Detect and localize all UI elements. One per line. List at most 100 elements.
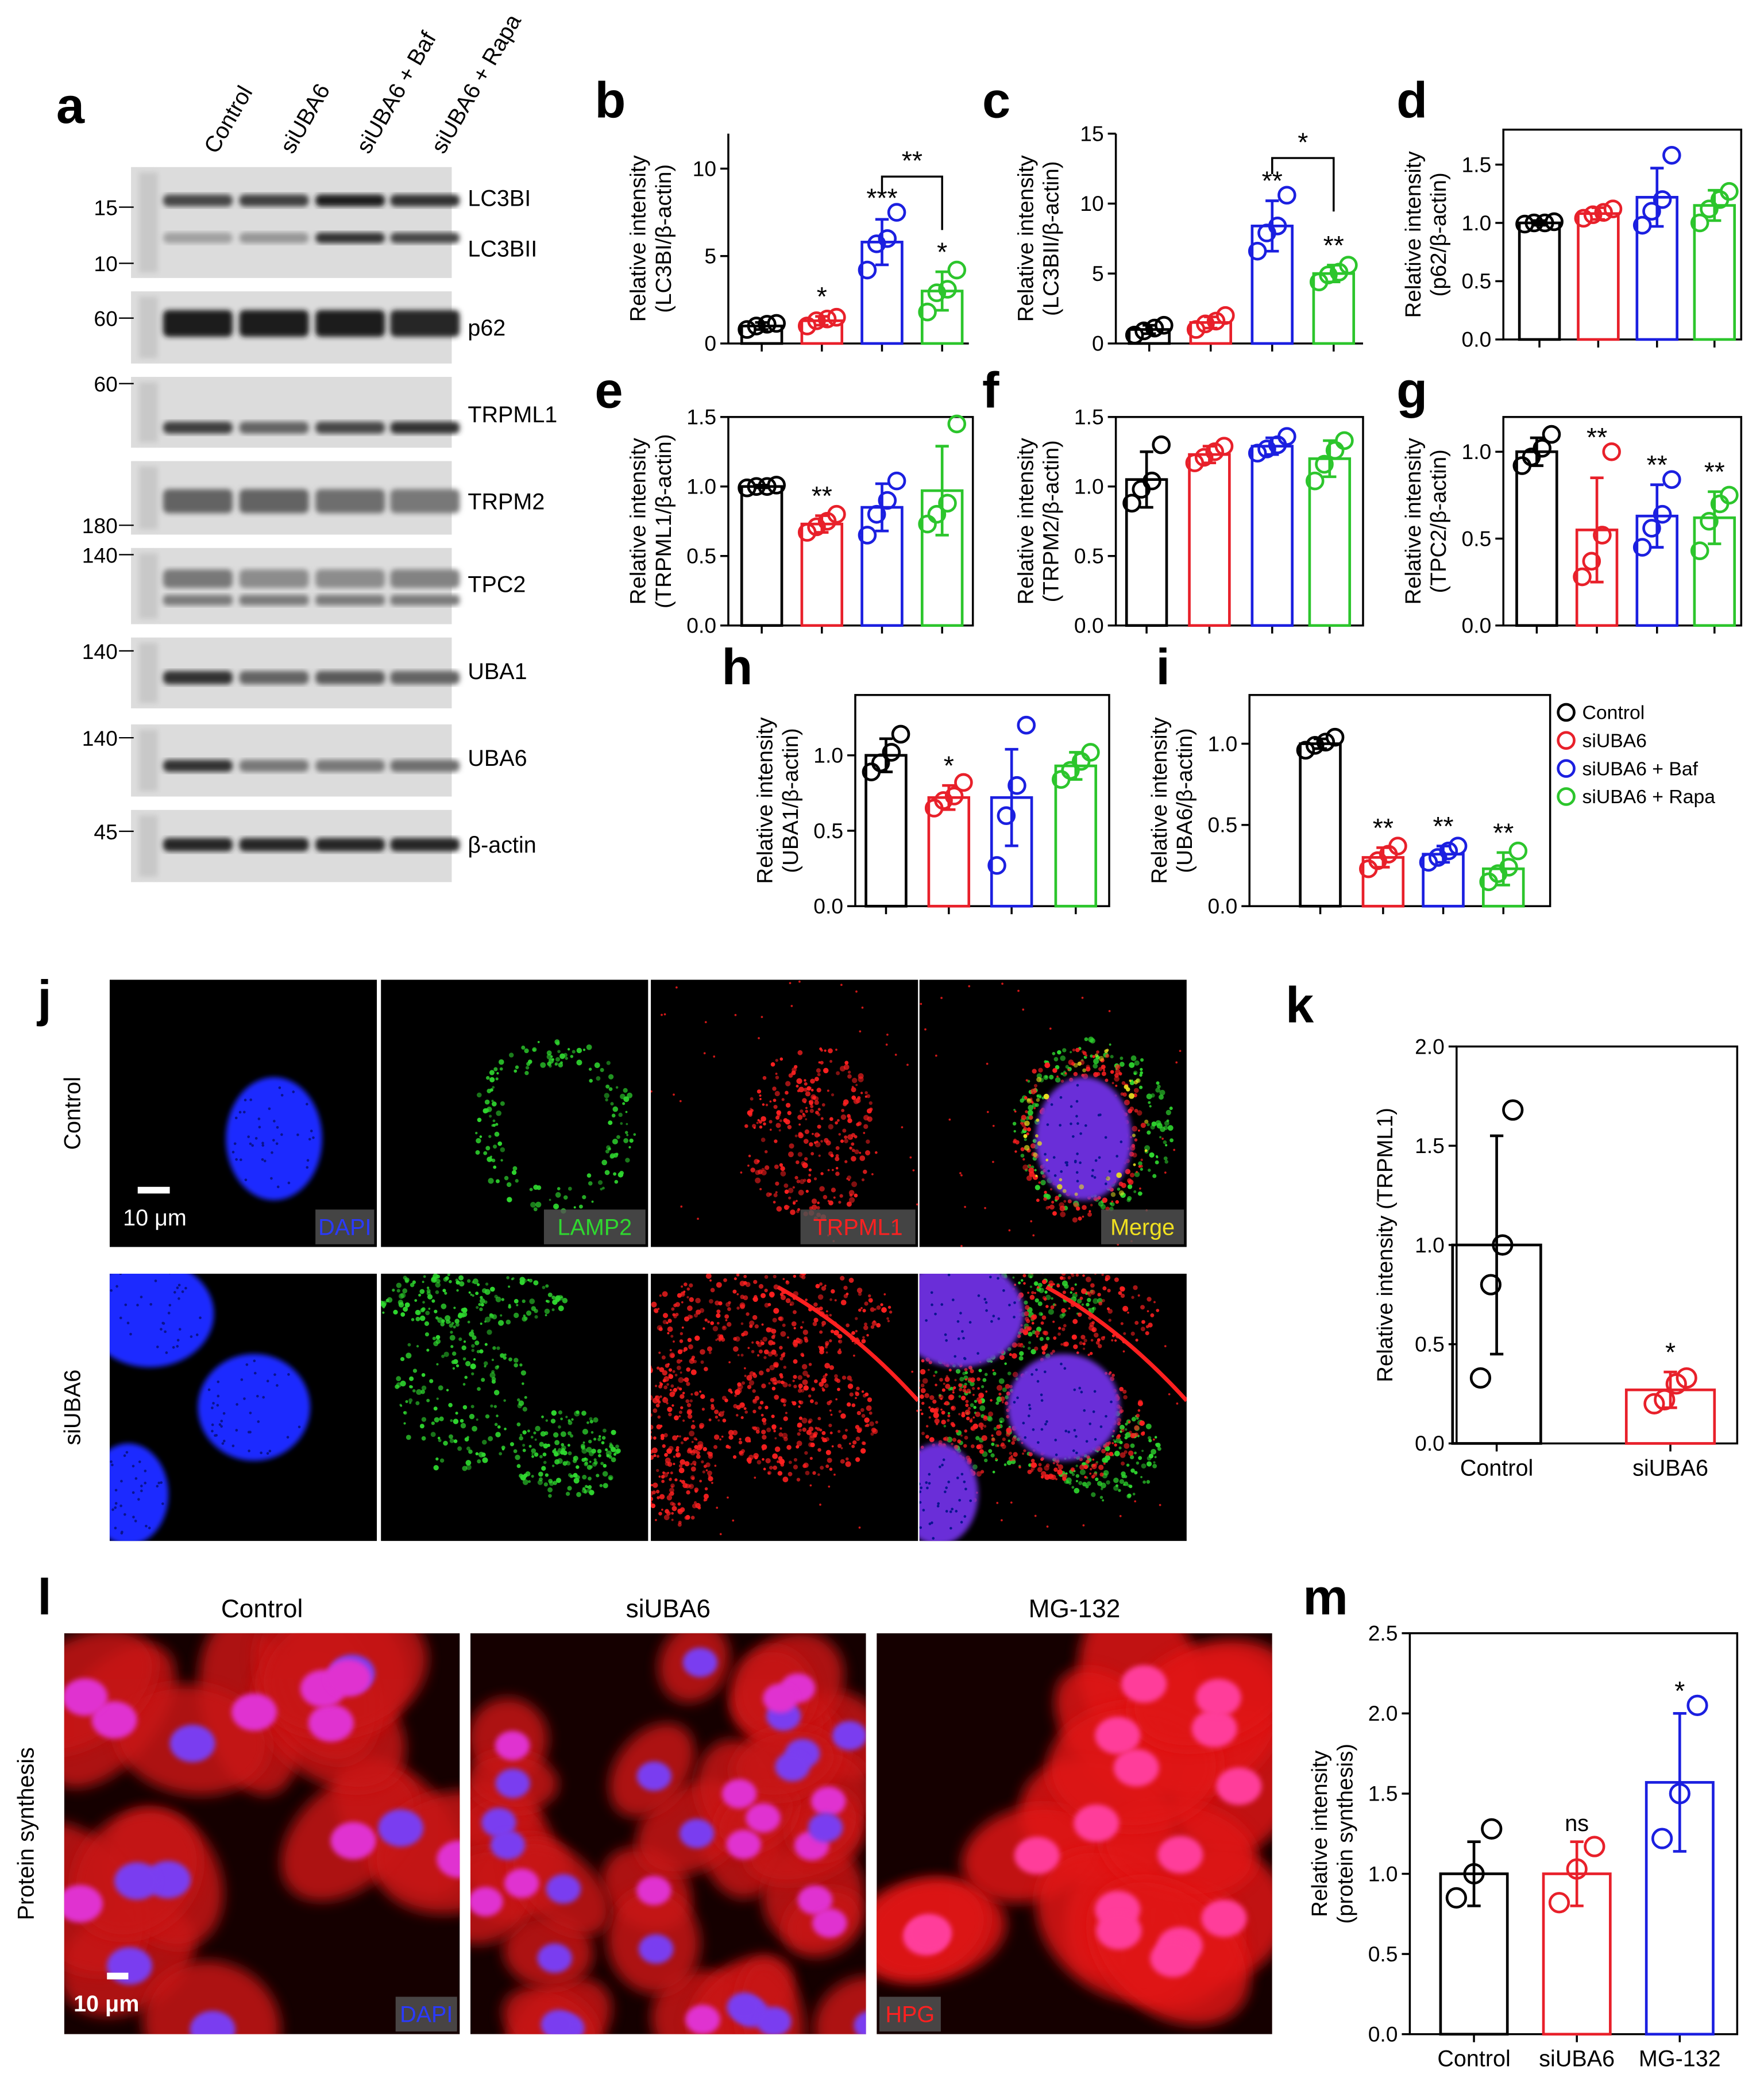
speckle <box>805 1189 809 1193</box>
speckle <box>555 1057 560 1062</box>
speckle <box>754 1396 760 1401</box>
bar <box>1299 742 1342 908</box>
chromatin <box>1053 1174 1057 1177</box>
speckle <box>1030 1220 1033 1223</box>
chromatin <box>990 1320 993 1323</box>
speckle <box>797 1339 800 1341</box>
speckle <box>1001 982 1003 985</box>
chromatin <box>1052 1156 1056 1159</box>
speckle <box>507 1197 512 1202</box>
speckle <box>717 1419 720 1422</box>
x-tick-label: siUBA6 <box>1632 1455 1708 1481</box>
speckle <box>516 1464 521 1468</box>
speckle <box>864 1392 869 1397</box>
speckle <box>1079 1184 1084 1190</box>
speckle <box>841 1109 845 1112</box>
speckle <box>681 1285 684 1288</box>
speckle <box>462 1466 468 1471</box>
speckle <box>659 1494 665 1499</box>
speckle <box>983 1425 987 1428</box>
speckle <box>543 1460 547 1464</box>
speckle <box>1056 1075 1059 1078</box>
chromatin <box>251 1144 254 1147</box>
speckle <box>1001 1442 1005 1447</box>
speckle <box>694 1335 700 1341</box>
speckle <box>1138 1456 1142 1460</box>
y-tick-label: 2.0 <box>1415 1034 1445 1058</box>
speckle <box>1140 1123 1146 1128</box>
speckle <box>1067 1199 1072 1204</box>
speckle <box>961 1412 965 1415</box>
speckle <box>744 1410 748 1414</box>
speckle <box>405 1400 408 1404</box>
speckle <box>1024 1138 1027 1142</box>
speckle <box>1023 1282 1026 1285</box>
speckle <box>1026 1127 1032 1132</box>
speckle <box>800 1352 804 1356</box>
speckle <box>996 1385 1003 1391</box>
speckle <box>758 1037 760 1039</box>
chromatin <box>1094 1159 1098 1162</box>
speckle <box>966 1416 970 1421</box>
speckle <box>886 1317 889 1320</box>
speckle <box>583 1048 586 1051</box>
speckle <box>727 1307 731 1312</box>
speckle <box>1128 1093 1134 1099</box>
speckle <box>376 1308 381 1314</box>
speckle <box>1115 1084 1118 1087</box>
data-point <box>1603 199 1623 218</box>
data-point <box>858 526 877 545</box>
speckle <box>814 1100 819 1105</box>
speckle <box>651 1503 656 1509</box>
nucleus <box>64 1885 103 1923</box>
nucleus <box>495 1768 530 1798</box>
speckle <box>1101 1071 1106 1076</box>
speckle <box>847 1070 851 1074</box>
mw-marker: 180 <box>82 514 118 538</box>
speckle <box>1098 1301 1103 1306</box>
band <box>239 232 309 244</box>
speckle <box>693 1359 697 1364</box>
chromatin <box>134 1520 137 1522</box>
speckle <box>754 1455 758 1460</box>
data-point <box>1125 325 1144 345</box>
speckle <box>723 1326 725 1329</box>
speckle <box>708 1454 713 1459</box>
speckle <box>670 1384 674 1388</box>
band <box>315 670 385 685</box>
data-point <box>1566 1858 1588 1880</box>
plot-frame <box>727 416 974 627</box>
speckle <box>483 1361 488 1366</box>
band-label: TPC2 <box>468 572 526 598</box>
speckle <box>468 1450 473 1454</box>
speckle <box>809 1456 813 1460</box>
data-point <box>867 504 886 524</box>
speckle <box>686 1490 690 1495</box>
speckle <box>783 1404 786 1407</box>
speckle <box>783 1416 788 1421</box>
speckle <box>800 1273 805 1275</box>
y-axis-label: Relative intensity <box>1013 437 1038 604</box>
speckle <box>749 1324 753 1328</box>
chromatin <box>944 1333 947 1336</box>
speckle <box>1082 1274 1085 1277</box>
speckle <box>1062 1280 1068 1286</box>
data-point <box>1481 1818 1503 1840</box>
speckle <box>1121 1182 1126 1188</box>
y-tick-label: 0 <box>704 331 716 356</box>
speckle <box>702 1470 705 1474</box>
chromatin <box>977 1294 981 1297</box>
lane-label: siUBA6 + Rapa <box>426 10 526 157</box>
speckle <box>551 1464 555 1467</box>
speckle <box>528 1444 532 1448</box>
speckle <box>835 1048 837 1051</box>
speckle <box>740 1304 745 1309</box>
significance: ** <box>812 481 832 511</box>
legend-marker <box>1557 703 1576 722</box>
chromatin <box>1028 1407 1032 1410</box>
data-point <box>1669 1783 1690 1805</box>
chromatin <box>958 1498 961 1502</box>
speckle <box>819 1186 825 1192</box>
speckle <box>774 1437 777 1440</box>
chromatin <box>296 1133 299 1136</box>
